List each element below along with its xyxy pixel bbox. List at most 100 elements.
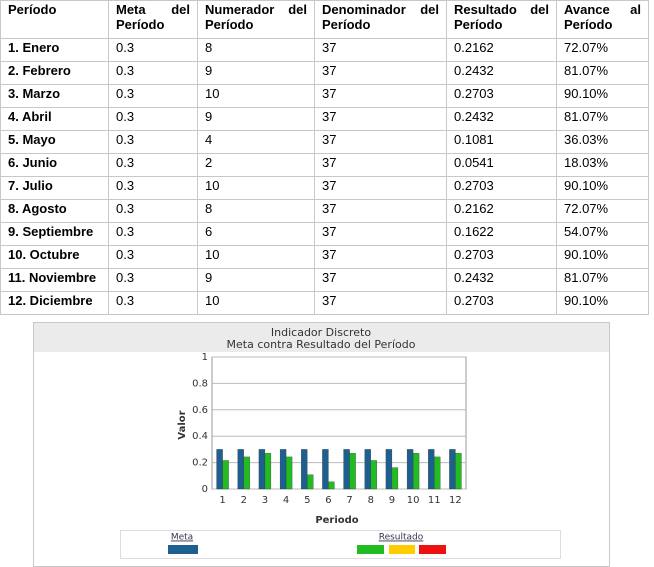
y-tick-label: 1 — [202, 352, 208, 363]
header-row: Período Meta del Período Numerador del Per… — [0, 0, 649, 39]
y-tick-label: 0 — [202, 484, 208, 495]
table-cell: 0.2703 — [446, 176, 557, 200]
x-tick-label: 5 — [304, 495, 310, 506]
table-cell: 9. Septiembre — [0, 222, 109, 246]
x-tick-label: 10 — [407, 495, 420, 506]
table-cell: 37 — [314, 291, 447, 315]
data-table: Período Meta del Período Numerador del Per… — [0, 0, 649, 315]
table-cell: 0.2703 — [446, 291, 557, 315]
bar — [322, 449, 329, 490]
table-row: 2. Febrero 0.3 9 37 0.2432 81.07% — [0, 61, 649, 85]
x-tick-label: 1 — [219, 495, 225, 506]
table-row: 4. Abril 0.3 9 37 0.2432 81.07% — [0, 107, 649, 131]
x-tick-label: 8 — [368, 495, 374, 506]
table-cell: 10 — [197, 291, 315, 315]
table-cell: 18.03% — [556, 153, 649, 177]
table-cell: 0.3 — [108, 61, 198, 85]
chart-title: Indicador Discreto — [271, 326, 371, 339]
bar — [301, 449, 308, 490]
bar — [243, 456, 250, 490]
x-tick-label: 4 — [283, 495, 289, 506]
bar — [258, 449, 266, 490]
bar — [307, 474, 314, 490]
header-cell: Meta del Período — [108, 0, 198, 39]
x-tick-label: 3 — [262, 495, 268, 506]
table-cell: 0.2432 — [446, 61, 557, 85]
bar — [328, 481, 335, 490]
table-cell: 2 — [197, 153, 315, 177]
header-cell: Denominador del Período — [314, 0, 447, 39]
x-tick-label: 7 — [346, 495, 352, 506]
bar — [455, 453, 462, 490]
bar — [370, 460, 377, 490]
plot-area — [211, 356, 467, 490]
table-cell: 12. Diciembre — [0, 291, 109, 315]
bar — [412, 453, 420, 490]
header-cell: Avance al Período — [556, 0, 649, 39]
y-tick-label: 0.6 — [192, 405, 208, 416]
bar — [428, 449, 435, 490]
bar — [264, 453, 272, 490]
table-row: 1. Enero 0.3 8 37 0.2162 72.07% — [0, 38, 649, 62]
bar — [237, 449, 244, 490]
bar — [279, 449, 287, 490]
table-cell: 0.3 — [108, 268, 198, 292]
legend-label: Meta — [171, 533, 193, 543]
bar — [364, 449, 371, 490]
table-cell: 90.10% — [556, 176, 649, 200]
bar — [434, 456, 441, 490]
table-cell: 0.1081 — [446, 130, 557, 154]
table-row: 12. Diciembre 0.3 10 37 0.2703 90.10% — [0, 291, 649, 315]
bar — [216, 449, 223, 490]
header-cell: Resultado del Período — [446, 0, 557, 39]
legend-swatch-warning — [389, 545, 415, 554]
table-cell: 54.07% — [556, 222, 649, 246]
table-cell: 0.3 — [108, 84, 198, 108]
table-row: 11. Noviembre 0.3 9 37 0.2432 81.07% — [0, 268, 649, 292]
table-cell: 36.03% — [556, 130, 649, 154]
table-cell: 2. Febrero — [0, 61, 109, 85]
table-cell: 5. Mayo — [0, 130, 109, 154]
table-cell: 10. Octubre — [0, 245, 109, 269]
table-cell: 90.10% — [556, 291, 649, 315]
x-tick-label: 6 — [325, 495, 331, 506]
table-cell: 3. Marzo — [0, 84, 109, 108]
table-cell: 81.07% — [556, 107, 649, 131]
bar — [222, 460, 229, 490]
table-row: 6. Junio 0.3 2 37 0.0541 18.03% — [0, 153, 649, 177]
table-cell: 0.2162 — [446, 38, 557, 62]
table-cell: 72.07% — [556, 38, 649, 62]
table-cell: 37 — [314, 61, 447, 85]
table-cell: 9 — [197, 268, 315, 292]
table-cell: 37 — [314, 222, 447, 246]
legend-label: Resultado — [379, 533, 424, 543]
header-cell: Numerador del Período — [197, 0, 315, 39]
legend-swatch — [168, 545, 198, 554]
table-cell: 0.3 — [108, 291, 198, 315]
table-cell: 8 — [197, 38, 315, 62]
bar — [391, 467, 399, 490]
x-tick-label: 12 — [449, 495, 462, 506]
bar — [349, 453, 356, 490]
table-row: 3. Marzo 0.3 10 37 0.2703 90.10% — [0, 84, 649, 108]
y-tick-label: 0.4 — [192, 431, 208, 442]
bar — [449, 449, 456, 490]
table-cell: 72.07% — [556, 199, 649, 223]
table-cell: 90.10% — [556, 84, 649, 108]
bar — [406, 449, 414, 490]
table-row: 5. Mayo 0.3 4 37 0.1081 36.03% — [0, 130, 649, 154]
table-cell: 37 — [314, 153, 447, 177]
table-cell: 37 — [314, 268, 447, 292]
header-cell: Período — [0, 0, 109, 39]
table-cell: 0.2432 — [446, 268, 557, 292]
table-row: 7. Julio 0.3 10 37 0.2703 90.10% — [0, 176, 649, 200]
table-cell: 37 — [314, 199, 447, 223]
table-cell: 0.1622 — [446, 222, 557, 246]
bar — [285, 456, 293, 490]
table-cell: 37 — [314, 107, 447, 131]
table-cell: 11. Noviembre — [0, 268, 109, 292]
table-cell: 81.07% — [556, 268, 649, 292]
table-row: 9. Septiembre 0.3 6 37 0.1622 54.07% — [0, 222, 649, 246]
